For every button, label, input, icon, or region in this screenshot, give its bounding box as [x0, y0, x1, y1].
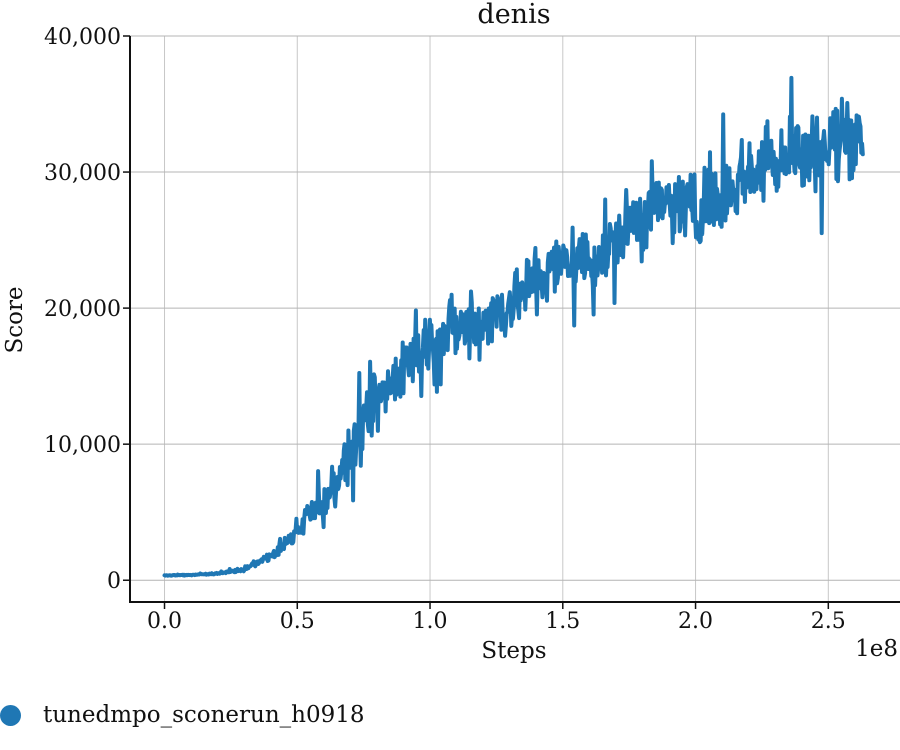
legend-marker	[0, 704, 21, 726]
series-line-0	[162, 75, 865, 578]
y-tick-label-1: 10,000	[44, 433, 121, 458]
y-tick-label-3: 30,000	[44, 161, 121, 186]
x-tick-label-2: 1.0	[413, 609, 448, 634]
legend-label: tunedmpo_sconerun_h0918	[43, 702, 365, 728]
chart: 0.0 0.5 1.0 1.5 2.0 2.5 0 10,000 20,000 30,000 40…	[2, 0, 900, 664]
y-axis-label: Score	[2, 286, 28, 353]
x-axis-label: Steps	[481, 638, 546, 664]
x-ticks: 0.0 0.5 1.0 1.5 2.0 2.5	[147, 602, 846, 634]
y-tick-label-4: 40,000	[44, 25, 121, 50]
x-tick-label-3: 1.5	[545, 609, 580, 634]
series-lines	[162, 75, 865, 578]
x-tick-label-0: 0.0	[147, 609, 182, 634]
axes	[129, 36, 900, 603]
legend: tunedmpo_sconerun_h0918	[0, 702, 365, 728]
x-offset-label: 1e8	[855, 636, 898, 662]
x-tick-label-5: 2.5	[811, 609, 846, 634]
y-ticks: 0 10,000 20,000 30,000 40,000	[44, 25, 130, 594]
y-tick-label-0: 0	[107, 569, 121, 594]
grid-lines	[130, 35, 900, 602]
x-tick-label-1: 0.5	[280, 609, 315, 634]
y-tick-label-2: 20,000	[44, 297, 121, 322]
chart-title: denis	[477, 0, 550, 30]
x-tick-label-4: 2.0	[678, 609, 713, 634]
